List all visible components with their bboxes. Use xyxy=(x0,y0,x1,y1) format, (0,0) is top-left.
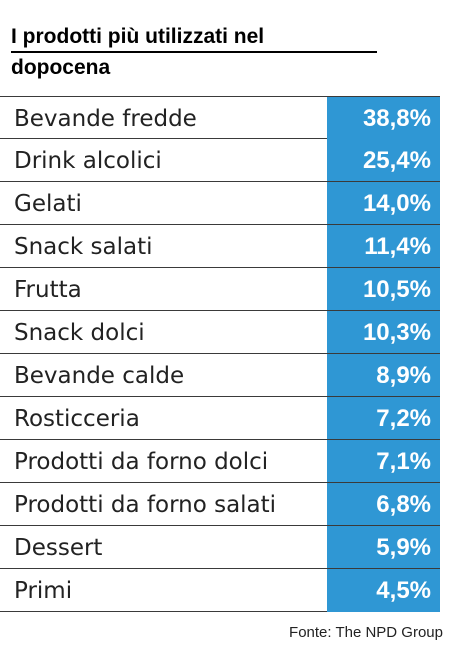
table-row: Bevande fredde 38,8% xyxy=(0,96,440,139)
value-cell: 10,3% xyxy=(327,311,440,353)
value-cell: 8,9% xyxy=(327,354,440,396)
table-row: Primi 4,5% xyxy=(0,569,440,612)
value-cell: 7,2% xyxy=(327,397,440,439)
category-label: Snack salati xyxy=(14,234,153,260)
table-row: Bevande calde 8,9% xyxy=(0,354,440,397)
table-row: Rosticceria 7,2% xyxy=(0,397,440,440)
chart-title-line-2: dopocena xyxy=(11,56,111,79)
category-label: Gelati xyxy=(14,191,82,217)
category-label: Bevande fredde xyxy=(14,106,197,132)
table-row: Prodotti da forno salati 6,8% xyxy=(0,483,440,526)
category-label: Frutta xyxy=(14,277,82,303)
category-label: Prodotti da forno dolci xyxy=(14,449,269,475)
table-row: Dessert 5,9% xyxy=(0,526,440,569)
chart-title-line-1: I prodotti più utilizzati nel xyxy=(11,22,377,53)
category-label: Prodotti da forno salati xyxy=(14,492,277,518)
data-table: Bevande fredde 38,8% Drink alcolici 25,4% Ge… xyxy=(0,96,440,612)
category-label: Rosticceria xyxy=(14,406,140,432)
source-note: Fonte: The NPD Group xyxy=(289,624,443,641)
value-cell: 14,0% xyxy=(327,182,440,224)
value-cell: 11,4% xyxy=(327,225,440,267)
table-row: Drink alcolici 25,4% xyxy=(0,139,440,182)
value-cell: 7,1% xyxy=(327,440,440,482)
value-cell: 25,4% xyxy=(327,139,440,181)
category-label: Bevande calde xyxy=(14,363,185,389)
value-cell: 4,5% xyxy=(327,569,440,612)
category-label: Dessert xyxy=(14,535,103,561)
value-cell: 10,5% xyxy=(327,268,440,310)
value-cell: 6,8% xyxy=(327,483,440,525)
table-row: Gelati 14,0% xyxy=(0,182,440,225)
category-label: Snack dolci xyxy=(14,320,145,346)
category-label: Drink alcolici xyxy=(14,148,162,174)
category-label: Primi xyxy=(14,578,73,604)
table-row: Prodotti da forno dolci 7,1% xyxy=(0,440,440,483)
table-row: Snack salati 11,4% xyxy=(0,225,440,268)
table-row: Frutta 10,5% xyxy=(0,268,440,311)
value-cell: 5,9% xyxy=(327,526,440,568)
value-cell: 38,8% xyxy=(327,97,440,139)
chart-title: I prodotti più utilizzati nel dopocena xyxy=(11,22,391,82)
table-row: Snack dolci 10,3% xyxy=(0,311,440,354)
